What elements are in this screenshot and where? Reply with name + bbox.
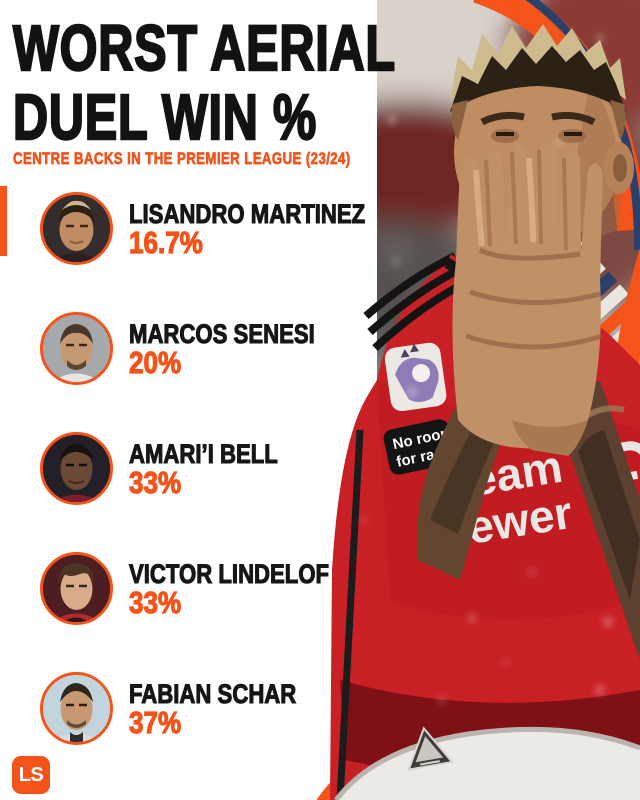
left-forearm	[562, 380, 640, 660]
livescore-logo: LS	[12, 756, 50, 794]
player-list: LISANDRO MARTINEZ 16.7% MARCOS SENESI	[40, 192, 417, 745]
player-avatar	[40, 672, 113, 745]
player-name: VICTOR LINDELOF	[129, 558, 330, 589]
player-avatar	[40, 432, 113, 505]
team-crest	[618, 369, 640, 419]
player-percentage: 37%	[128, 704, 182, 740]
svg-text:viewer: viewer	[426, 486, 576, 560]
accent-bar	[0, 186, 7, 256]
orange-ring	[316, 729, 584, 800]
page-subtitle: CENTRE BACKS IN THE PREMIER LEAGUE (23/2…	[13, 149, 351, 169]
sponsor-logo: Team viewer	[426, 440, 640, 560]
list-item: AMARI’I BELL 33%	[40, 432, 417, 505]
player-name: AMARI’I BELL	[129, 438, 279, 469]
title-line-1: WORST AERIAL	[12, 12, 396, 84]
player-avatar	[40, 312, 113, 385]
player-name: LISANDRO MARTINEZ	[129, 198, 366, 229]
player-name: FABIAN SCHAR	[129, 678, 297, 709]
player-avatar	[40, 192, 113, 265]
svg-text:Team: Team	[442, 440, 565, 510]
list-item: LISANDRO MARTINEZ 16.7%	[40, 192, 417, 265]
page-title: WORST AERIAL DUEL WIN %	[12, 12, 517, 153]
sponsor-arrow-icon	[583, 441, 640, 515]
player-avatar	[40, 552, 113, 625]
hands	[452, 142, 603, 456]
ear	[604, 142, 634, 194]
collar	[444, 256, 540, 309]
player-percentage: 16.7%	[128, 224, 203, 260]
player-percentage: 33%	[128, 584, 182, 620]
player-name: MARCOS SENESI	[129, 318, 316, 349]
player-percentage: 20%	[128, 344, 182, 380]
list-item: FABIAN SCHAR 37%	[40, 672, 417, 745]
title-line-2: DUEL WIN %	[12, 81, 317, 153]
diagonal-stripes	[466, 221, 640, 419]
list-item: MARCOS SENESI 20%	[40, 312, 417, 385]
player-percentage: 33%	[128, 464, 182, 500]
right-forearm	[416, 362, 522, 580]
list-item: VICTOR LINDELOF 33%	[40, 552, 417, 625]
